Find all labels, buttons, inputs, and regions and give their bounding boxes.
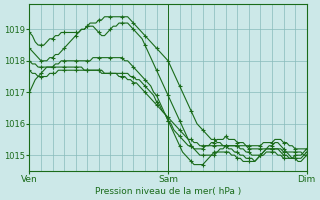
X-axis label: Pression niveau de la mer( hPa ): Pression niveau de la mer( hPa ) xyxy=(95,187,241,196)
